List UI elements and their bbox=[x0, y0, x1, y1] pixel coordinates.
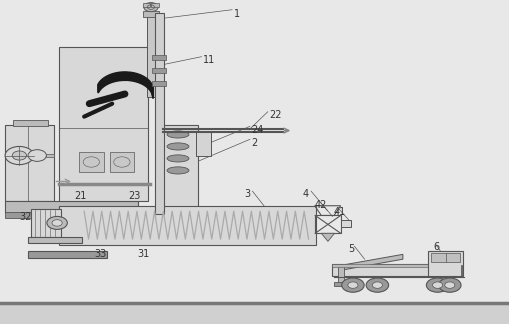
Bar bbox=[337, 266, 343, 284]
Bar bbox=[0, 303, 509, 324]
Text: 11: 11 bbox=[203, 55, 215, 65]
Bar bbox=[59, 47, 148, 201]
Bar bbox=[154, 13, 163, 214]
Circle shape bbox=[144, 3, 158, 12]
Bar bbox=[163, 125, 197, 207]
Circle shape bbox=[438, 278, 460, 292]
Circle shape bbox=[444, 282, 454, 288]
Ellipse shape bbox=[167, 167, 189, 174]
Text: 42: 42 bbox=[314, 200, 326, 210]
Bar bbox=[331, 264, 435, 276]
Bar bbox=[333, 282, 348, 286]
Text: 31: 31 bbox=[137, 249, 150, 259]
Circle shape bbox=[12, 151, 26, 160]
Bar bbox=[315, 215, 340, 233]
Bar bbox=[79, 152, 103, 172]
Bar bbox=[152, 81, 166, 86]
Bar bbox=[428, 251, 462, 276]
Ellipse shape bbox=[167, 131, 189, 138]
Bar bbox=[59, 206, 316, 245]
Circle shape bbox=[347, 282, 357, 288]
Text: 21: 21 bbox=[74, 191, 86, 201]
Bar bbox=[5, 125, 53, 201]
Ellipse shape bbox=[167, 143, 189, 150]
Text: 1: 1 bbox=[233, 9, 239, 19]
Circle shape bbox=[426, 278, 448, 292]
Bar bbox=[28, 237, 81, 243]
Text: 32: 32 bbox=[19, 212, 32, 222]
Bar bbox=[109, 152, 134, 172]
Bar bbox=[31, 209, 61, 237]
Circle shape bbox=[341, 278, 363, 292]
Bar bbox=[331, 264, 435, 267]
Bar bbox=[340, 220, 350, 227]
Bar bbox=[46, 154, 53, 157]
Text: 41: 41 bbox=[333, 207, 346, 217]
Bar bbox=[5, 201, 137, 213]
Circle shape bbox=[372, 282, 382, 288]
Bar bbox=[431, 253, 459, 262]
Circle shape bbox=[432, 282, 442, 288]
Circle shape bbox=[28, 150, 46, 161]
Text: 23: 23 bbox=[128, 191, 140, 201]
Bar bbox=[152, 68, 166, 73]
Polygon shape bbox=[338, 254, 402, 271]
Bar bbox=[147, 13, 155, 97]
Bar bbox=[143, 11, 159, 17]
Text: 3: 3 bbox=[244, 189, 250, 199]
Bar bbox=[196, 132, 210, 156]
Text: 22: 22 bbox=[269, 110, 281, 120]
Bar bbox=[152, 55, 166, 60]
Bar bbox=[28, 251, 107, 258]
Text: 4: 4 bbox=[302, 189, 308, 199]
Circle shape bbox=[365, 278, 388, 292]
Text: 24: 24 bbox=[251, 125, 263, 135]
Bar bbox=[5, 212, 56, 218]
Text: 33: 33 bbox=[94, 249, 106, 259]
Text: 5: 5 bbox=[347, 244, 353, 254]
Circle shape bbox=[52, 220, 62, 226]
Circle shape bbox=[5, 146, 34, 165]
Bar bbox=[13, 120, 48, 126]
Ellipse shape bbox=[167, 155, 189, 162]
Text: 6: 6 bbox=[433, 242, 439, 252]
Bar bbox=[151, 3, 158, 7]
Bar bbox=[143, 3, 150, 7]
Polygon shape bbox=[321, 233, 334, 241]
Circle shape bbox=[47, 216, 67, 229]
Text: 2: 2 bbox=[251, 138, 257, 148]
